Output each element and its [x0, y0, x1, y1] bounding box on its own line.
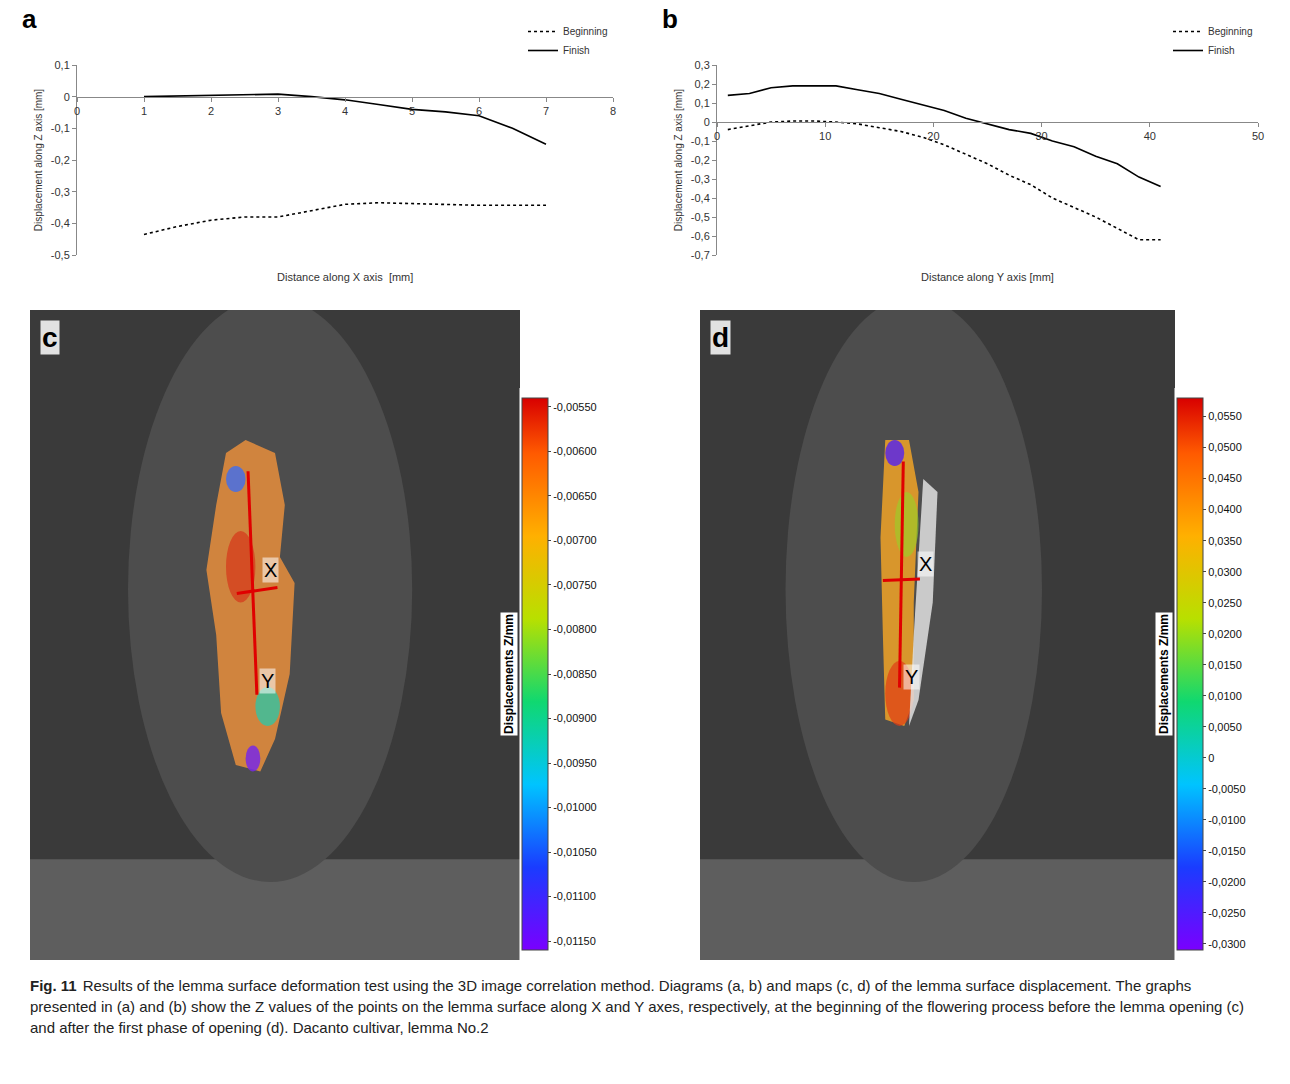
svg-text:3: 3	[275, 105, 281, 117]
svg-text:X: X	[264, 559, 277, 581]
svg-text:-0,7: -0,7	[691, 249, 710, 261]
svg-text:-0,01100: -0,01100	[553, 890, 596, 902]
svg-text:-0,3: -0,3	[51, 186, 70, 198]
svg-text:-0,1: -0,1	[691, 135, 710, 147]
svg-text:-0,0300: -0,0300	[1208, 938, 1245, 950]
svg-text:0,0200: 0,0200	[1208, 628, 1242, 640]
svg-text:-0,2: -0,2	[51, 154, 70, 166]
svg-text:Displacements Z/mm: Displacements Z/mm	[502, 614, 516, 734]
svg-text:X: X	[919, 553, 932, 575]
svg-text:d: d	[712, 322, 729, 353]
svg-text:2: 2	[208, 105, 214, 117]
svg-text:-0,00700: -0,00700	[553, 534, 596, 546]
svg-text:-0,00550: -0,00550	[553, 401, 596, 413]
svg-text:-0,00800: -0,00800	[553, 623, 596, 635]
svg-text:-0,4: -0,4	[51, 217, 70, 229]
svg-text:Displacements Z/mm: Displacements Z/mm	[1157, 614, 1171, 734]
svg-text:Distance along Y axis [mm]: Distance along Y axis [mm]	[921, 271, 1054, 283]
svg-text:Y: Y	[905, 666, 918, 688]
svg-text:0,0550: 0,0550	[1208, 410, 1242, 422]
svg-text:-0,0200: -0,0200	[1208, 876, 1245, 888]
svg-text:-0,0150: -0,0150	[1208, 845, 1245, 857]
svg-text:0: 0	[704, 116, 710, 128]
svg-text:0,0450: 0,0450	[1208, 472, 1242, 484]
svg-text:-0,00900: -0,00900	[553, 712, 596, 724]
html-text:a: a	[22, 4, 37, 34]
svg-text:0,0150: 0,0150	[1208, 659, 1242, 671]
svg-text:Beginning: Beginning	[1208, 26, 1252, 37]
svg-text:Distance along X axis [mm]: Distance along X axis [mm]	[277, 271, 413, 283]
svg-text:c: c	[42, 322, 58, 353]
svg-text:-0,0050: -0,0050	[1208, 783, 1245, 795]
svg-text:-0,0100: -0,0100	[1208, 814, 1245, 826]
svg-text:0,0400: 0,0400	[1208, 503, 1242, 515]
svg-text:-0,00600: -0,00600	[553, 445, 596, 457]
svg-text:Displacement along Z axis [mm]: Displacement along Z axis [mm]	[673, 89, 684, 231]
svg-text:0,1: 0,1	[55, 59, 70, 71]
svg-text:-0,2: -0,2	[691, 154, 710, 166]
svg-text:0,0100: 0,0100	[1208, 690, 1242, 702]
svg-text:-0,5: -0,5	[691, 211, 710, 223]
svg-text:-0,6: -0,6	[691, 230, 710, 242]
svg-text:Displacement along Z axis [mm]: Displacement along Z axis [mm]	[33, 89, 44, 231]
svg-text:1: 1	[141, 105, 147, 117]
svg-text:-0,00650: -0,00650	[553, 490, 596, 502]
svg-text:10: 10	[819, 130, 831, 142]
svg-text:-0,1: -0,1	[51, 122, 70, 134]
svg-text:30: 30	[1035, 130, 1047, 142]
svg-text:-0,00850: -0,00850	[553, 668, 596, 680]
svg-text:0,1: 0,1	[695, 97, 710, 109]
svg-text:40: 40	[1144, 130, 1156, 142]
svg-text:7: 7	[543, 105, 549, 117]
svg-text:0,0500: 0,0500	[1208, 441, 1242, 453]
svg-text:0: 0	[64, 91, 70, 103]
svg-text:0,0300: 0,0300	[1208, 566, 1242, 578]
svg-text:-0,01050: -0,01050	[553, 846, 596, 858]
svg-text:0: 0	[714, 130, 720, 142]
svg-text:-0,01150: -0,01150	[553, 935, 596, 947]
svg-text:4: 4	[342, 105, 348, 117]
svg-text:-0,5: -0,5	[51, 249, 70, 261]
svg-text:0,2: 0,2	[695, 78, 710, 90]
svg-text:-0,01000: -0,01000	[553, 801, 596, 813]
svg-text:6: 6	[476, 105, 482, 117]
svg-text:20: 20	[927, 130, 939, 142]
svg-text:Finish: Finish	[1208, 45, 1235, 56]
svg-text:-0,3: -0,3	[691, 173, 710, 185]
svg-text:0: 0	[74, 105, 80, 117]
svg-text:0,0250: 0,0250	[1208, 597, 1242, 609]
svg-text:5: 5	[409, 105, 415, 117]
svg-text:8: 8	[610, 105, 616, 117]
svg-text:50: 50	[1252, 130, 1264, 142]
svg-text:-0,0250: -0,0250	[1208, 907, 1245, 919]
svg-text:0,3: 0,3	[695, 59, 710, 71]
svg-text:-0,00750: -0,00750	[553, 579, 596, 591]
svg-text:0: 0	[1208, 752, 1214, 764]
svg-text:-0,4: -0,4	[691, 192, 710, 204]
html-text:Fig. 11 Results of the lemma s: Fig. 11 Results of the lemma surface def…	[30, 977, 1244, 1036]
svg-text:Beginning: Beginning	[563, 26, 607, 37]
svg-text:0,0350: 0,0350	[1208, 535, 1242, 547]
html-text:b: b	[662, 4, 678, 34]
svg-text:Finish: Finish	[563, 45, 590, 56]
svg-text:Y: Y	[261, 670, 274, 692]
svg-text:0,0050: 0,0050	[1208, 721, 1242, 733]
svg-text:-0,00950: -0,00950	[553, 757, 596, 769]
